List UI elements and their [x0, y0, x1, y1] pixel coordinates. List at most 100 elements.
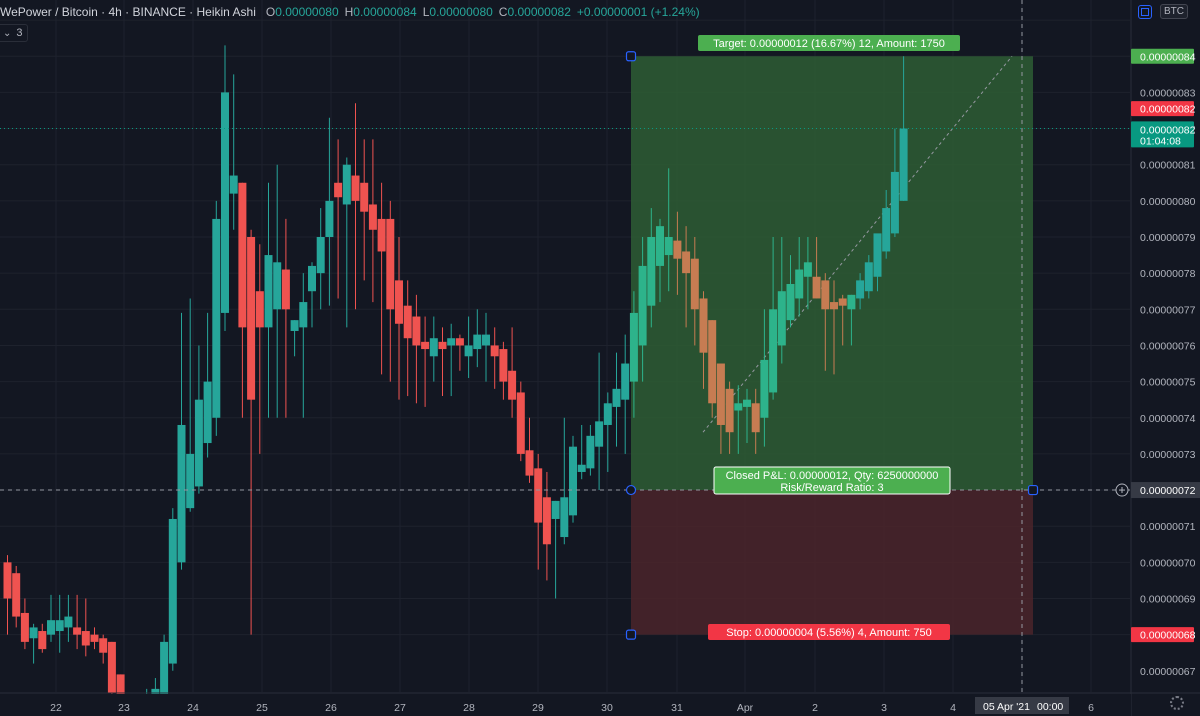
- pnl-label-bg[interactable]: [713, 466, 951, 495]
- resize-handle[interactable]: [1027, 484, 1039, 496]
- candle-body: [212, 218, 221, 418]
- candle: [560, 417, 569, 545]
- entry-handle[interactable]: [625, 484, 637, 496]
- candle-body: [203, 381, 212, 444]
- candle: [12, 565, 21, 628]
- risk-reward-label[interactable]: Risk/Reward Ratio: 3: [780, 482, 883, 494]
- stop-label[interactable]: Stop: 0.00000004 (5.56%) 4, Amount: 750: [726, 627, 931, 639]
- candle: [342, 157, 351, 328]
- price-axis[interactable]: 0.00000068 0.00000069 0.00000070 0.00000071…: [1115, 0, 1200, 716]
- price-tick-label: 0.00000075: [1140, 377, 1196, 389]
- candle-body: [673, 240, 682, 259]
- candle-body: [3, 562, 12, 599]
- candle-body: [821, 280, 830, 310]
- resize-handle[interactable]: [625, 51, 637, 62]
- target-price-tag: 0.00000084: [1140, 51, 1196, 63]
- candle: [612, 352, 621, 447]
- candle: [81, 598, 90, 657]
- candle-body: [81, 631, 90, 646]
- candle: [847, 294, 856, 346]
- candle-body: [221, 92, 229, 313]
- candle-body: [890, 171, 899, 234]
- gear-icon[interactable]: [1170, 696, 1184, 710]
- time-tick-label: 30: [601, 702, 613, 714]
- candle: [281, 218, 290, 418]
- time-tick-label: 22: [50, 702, 62, 714]
- candle: [325, 117, 334, 306]
- long-position-tool[interactable]: [631, 55, 1033, 635]
- price-tick-label: 0.00000067: [1140, 666, 1196, 678]
- stop-zone[interactable]: [631, 490, 1033, 635]
- candle: [516, 381, 525, 462]
- position-labels[interactable]: Target: 0.00000012 (16.67%) 12, Amount: …: [698, 35, 960, 640]
- time-tick-label: 29: [532, 702, 544, 714]
- candle-body: [777, 291, 786, 346]
- price-tick-label: 0.00000081: [1140, 160, 1196, 172]
- target-label-bg[interactable]: [698, 35, 960, 51]
- candle-body: [882, 208, 891, 252]
- candle: [368, 139, 377, 303]
- candle-body: [664, 237, 673, 256]
- candle-body: [168, 518, 177, 664]
- symbol-title[interactable]: WePower / Bitcoin · 4h · BINANCE · Heiki…: [0, 5, 256, 19]
- low-value: 0.00000080: [429, 5, 493, 19]
- price-tick-label: 0.00000070: [1140, 557, 1196, 569]
- candle: [656, 218, 664, 303]
- candle-body: [508, 370, 517, 400]
- pnl-label[interactable]: Closed P&L: 0.00000012, Qty: 6250000000: [726, 470, 939, 482]
- candle: [873, 233, 882, 292]
- candle-body: [499, 349, 508, 382]
- indicator-toggle[interactable]: ⌄ 3: [0, 24, 28, 42]
- candle-body: [421, 341, 430, 350]
- candle: [490, 327, 499, 389]
- currency-badge[interactable]: BTC: [1160, 4, 1188, 19]
- last-price-tag: 0.00000082: [1140, 124, 1196, 136]
- chevron-down-icon[interactable]: ⌄: [3, 27, 12, 39]
- position-handles[interactable]: [625, 51, 1039, 640]
- candle-body: [438, 341, 447, 350]
- stop-price-tag-bg: [1131, 627, 1194, 643]
- candle-body: [830, 302, 838, 310]
- candle: [107, 641, 116, 700]
- candle-body: [194, 399, 203, 487]
- candle: [682, 226, 691, 328]
- candle: [795, 237, 804, 317]
- candle-body: [656, 226, 664, 266]
- candle: [412, 294, 421, 404]
- candle: [73, 594, 82, 650]
- candle: [769, 237, 778, 400]
- time-tick-label: 24: [187, 702, 199, 714]
- candles-group: [3, 45, 908, 716]
- stop-label-bg[interactable]: [708, 624, 950, 640]
- candle: [786, 255, 795, 328]
- candle-body: [699, 298, 708, 353]
- candle: [595, 352, 604, 491]
- candle: [499, 341, 508, 400]
- candle-body: [647, 237, 656, 306]
- candle-body: [73, 627, 82, 635]
- candle-body: [542, 497, 551, 545]
- candle: [464, 316, 473, 378]
- candle-body: [569, 446, 577, 516]
- candle: [64, 594, 73, 642]
- candle: [638, 237, 647, 382]
- candle: [177, 312, 186, 570]
- candle-body: [342, 164, 351, 205]
- candle: [525, 417, 534, 483]
- candle: [429, 316, 438, 382]
- resize-handle[interactable]: [625, 629, 637, 640]
- maximize-icon[interactable]: [1138, 4, 1152, 19]
- candle-body: [629, 312, 638, 382]
- candle-body: [325, 200, 334, 237]
- target-label[interactable]: Target: 0.00000012 (16.67%) 12, Amount: …: [713, 38, 945, 50]
- time-axis[interactable]: 22232425262728293031Apr2345605 Apr '2100…: [0, 692, 1200, 716]
- candle: [229, 74, 238, 230]
- time-tick-label: 25: [256, 702, 268, 714]
- high-value: 0.00000084: [353, 5, 417, 19]
- candle-body: [281, 269, 290, 310]
- candle: [673, 211, 682, 295]
- candle: [603, 392, 612, 472]
- candle: [621, 334, 630, 454]
- candle: [438, 327, 447, 397]
